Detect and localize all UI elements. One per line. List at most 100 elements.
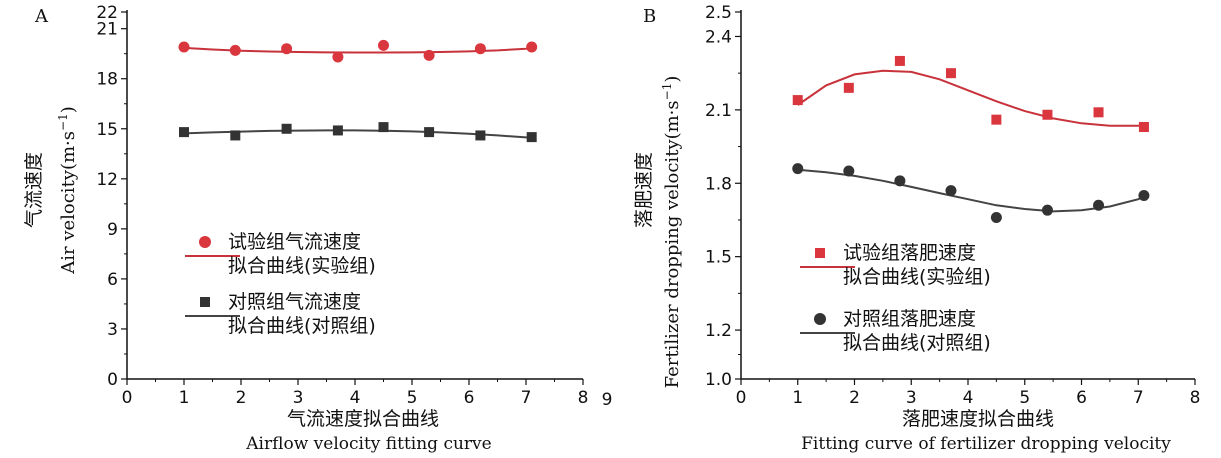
x-tick-label: 1	[179, 388, 190, 408]
y-axis-unit-sup: −1	[56, 113, 70, 131]
data-point	[792, 95, 803, 106]
legend-series-name: 对照组气流速度	[228, 291, 361, 313]
y-axis-label-close: )	[662, 76, 683, 83]
data-point	[474, 43, 486, 55]
y-tick-label: 3	[107, 320, 118, 340]
x-tick-label: 8	[578, 388, 589, 408]
x-axis-label-cn: 气流速度拟合曲线	[287, 408, 439, 430]
data-point	[475, 130, 486, 141]
data-point	[423, 49, 435, 61]
y-axis-label-en: Air velocity(m·s−1)	[56, 106, 79, 275]
panel-b: 0 1 2 3 4 5 6 7 8 1.0 1.2 1.5 1.8 2.1 2.4 2.5 B 落肥速度拟合曲线 F…	[633, 3, 1200, 454]
legend-marker	[814, 313, 826, 325]
data-point	[990, 212, 1002, 224]
y-tick-label: 6	[107, 270, 118, 290]
data-point	[526, 41, 538, 53]
x-tick-label: 5	[1019, 388, 1030, 408]
y-axis-label-close: )	[58, 106, 79, 113]
x-tick-label: 2	[849, 388, 860, 408]
y-tick-label: 21	[96, 20, 118, 40]
stray-tick-label: 9	[602, 390, 613, 410]
data-point	[1093, 107, 1104, 118]
fit-curve-test	[183, 46, 532, 54]
panel-a: 0 1 2 3 4 5 6 7 803691215182122A9气流速度拟合曲线Airflow…	[23, 3, 612, 454]
data-point	[424, 127, 435, 138]
y-tick-label: 0	[107, 370, 118, 390]
legend-series-name: 对照组落肥速度	[843, 308, 976, 330]
data-point	[332, 125, 343, 136]
y-axis-unit-sup: −1	[660, 83, 674, 101]
data-point	[378, 122, 389, 133]
y-tick-label: 18	[96, 70, 118, 90]
y-tick-label: 12	[96, 170, 118, 190]
data-point	[945, 68, 956, 79]
y-tick-label: 2.4	[705, 27, 732, 47]
data-point	[894, 55, 905, 66]
x-tick-label: 0	[736, 388, 747, 408]
x-tick-label: 1	[792, 388, 803, 408]
data-point	[1042, 109, 1053, 120]
y-tick-label: 1.0	[705, 370, 732, 390]
legend-series-name: 试验组落肥速度	[843, 242, 976, 264]
x-tick-label: 4	[963, 388, 974, 408]
fit-curve-control	[797, 168, 1145, 213]
x-axis-label-en: Airflow velocity fitting curve	[245, 434, 491, 454]
data-point	[1093, 199, 1105, 211]
panel-label: A	[34, 6, 49, 27]
x-tick-label: 0	[122, 388, 133, 408]
data-point	[991, 114, 1002, 125]
x-tick-label: 6	[464, 388, 475, 408]
data-point	[1041, 204, 1053, 216]
x-tick-label: 3	[906, 388, 917, 408]
legend-series-name: 试验组气流速度	[228, 231, 361, 253]
legend-fit-name: 拟合曲线(实验组)	[228, 255, 376, 277]
fit-curve-test	[797, 69, 1145, 127]
data-point	[894, 175, 906, 187]
x-tick-label: 2	[236, 388, 247, 408]
legend-fit-name: 拟合曲线(实验组)	[843, 266, 991, 288]
data-point	[843, 165, 855, 177]
panel-label: B	[643, 6, 656, 27]
data-point	[792, 163, 804, 175]
data-point	[526, 132, 537, 143]
x-tick-label: 7	[1133, 388, 1144, 408]
legend-fit-name: 拟合曲线(对照组)	[843, 332, 991, 354]
data-point	[378, 39, 389, 51]
x-axis-label-en: Fitting curve of fertilizer dropping vel…	[801, 434, 1171, 454]
legend-marker	[200, 297, 210, 307]
y-tick-label: 15	[96, 120, 118, 140]
y-tick-label: 9	[107, 220, 118, 240]
y-axis-label-text: Fertilizer dropping velocity(m·s	[662, 100, 683, 388]
x-tick-label: 6	[1076, 388, 1087, 408]
data-point	[230, 130, 241, 141]
data-point	[178, 41, 190, 53]
x-tick-label: 4	[350, 388, 361, 408]
y-axis-label-cn: 落肥速度	[633, 152, 655, 228]
y-axis-label-cn: 气流速度	[23, 152, 45, 228]
x-tick-label: 3	[293, 388, 304, 408]
y-tick-label: 1.8	[705, 174, 732, 194]
data-point	[281, 43, 293, 55]
data-point	[1138, 190, 1150, 201]
data-point	[179, 127, 189, 138]
y-tick-label: 22	[96, 3, 118, 23]
x-axis-label-cn: 落肥速度拟合曲线	[902, 408, 1054, 430]
y-tick-label: 2.5	[705, 3, 732, 23]
y-axis-label-en: Fertilizer dropping velocity(m·s−1)	[660, 76, 683, 389]
x-tick-label: 7	[521, 388, 532, 408]
legend-fit-name: 拟合曲线(对照组)	[228, 315, 376, 337]
y-tick-label: 2.1	[705, 101, 732, 121]
data-point	[1138, 121, 1149, 132]
x-tick-label: 5	[407, 388, 418, 408]
y-tick-label: 1.2	[705, 321, 732, 341]
legend-marker	[199, 236, 211, 248]
data-point	[281, 123, 292, 134]
y-tick-label: 1.5	[705, 248, 732, 268]
data-point	[843, 82, 854, 93]
fit-curve-control	[183, 129, 532, 139]
data-point	[332, 51, 344, 63]
legend-marker	[815, 248, 825, 258]
